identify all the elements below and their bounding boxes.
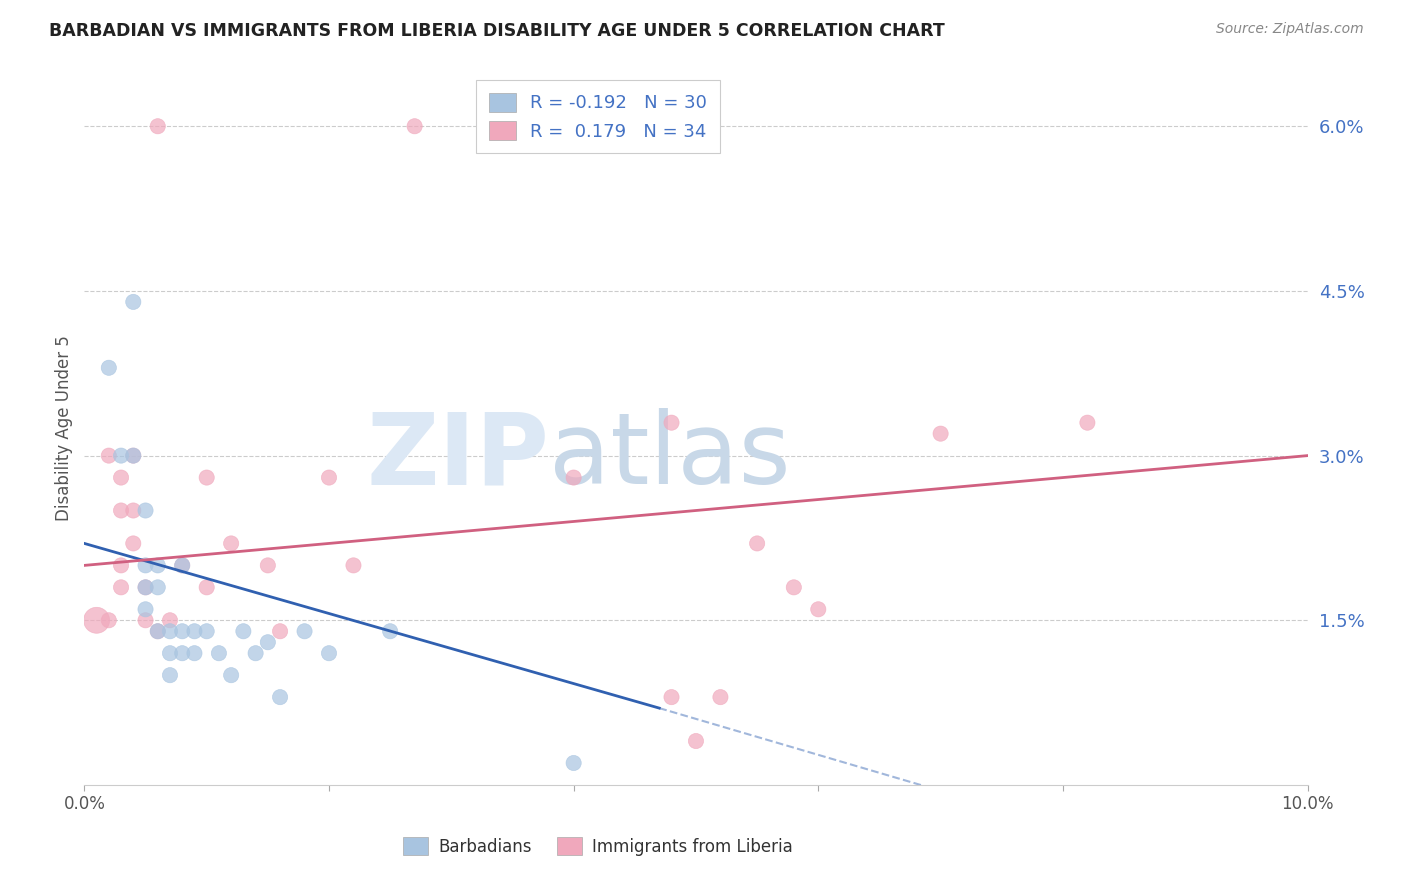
Point bbox=[562, 470, 585, 484]
Point bbox=[245, 646, 267, 660]
Point bbox=[97, 449, 120, 463]
Point bbox=[183, 646, 205, 660]
Point bbox=[159, 624, 181, 639]
Point bbox=[747, 536, 769, 550]
Text: BARBADIAN VS IMMIGRANTS FROM LIBERIA DISABILITY AGE UNDER 5 CORRELATION CHART: BARBADIAN VS IMMIGRANTS FROM LIBERIA DIS… bbox=[49, 22, 945, 40]
Point bbox=[929, 426, 952, 441]
Point bbox=[1076, 416, 1098, 430]
Point bbox=[172, 646, 194, 660]
Point bbox=[110, 449, 132, 463]
Point bbox=[110, 503, 132, 517]
Point bbox=[342, 558, 364, 573]
Point bbox=[122, 294, 145, 309]
Point bbox=[318, 470, 340, 484]
Point bbox=[257, 635, 280, 649]
Point bbox=[110, 580, 132, 594]
Legend: Barbadians, Immigrants from Liberia: Barbadians, Immigrants from Liberia bbox=[396, 830, 800, 863]
Point bbox=[685, 734, 707, 748]
Point bbox=[294, 624, 316, 639]
Point bbox=[232, 624, 254, 639]
Point bbox=[159, 613, 181, 627]
Point bbox=[257, 558, 280, 573]
Point bbox=[318, 646, 340, 660]
Point bbox=[122, 449, 145, 463]
Point bbox=[135, 580, 157, 594]
Point bbox=[219, 536, 242, 550]
Point bbox=[159, 646, 181, 660]
Point bbox=[122, 449, 145, 463]
Point bbox=[380, 624, 402, 639]
Point bbox=[195, 624, 218, 639]
Point bbox=[122, 536, 145, 550]
Point bbox=[195, 470, 218, 484]
Point bbox=[404, 120, 426, 134]
Point bbox=[135, 558, 157, 573]
Point bbox=[110, 470, 132, 484]
Point bbox=[783, 580, 806, 594]
Point bbox=[172, 558, 194, 573]
Point bbox=[219, 668, 242, 682]
Point bbox=[172, 558, 194, 573]
Point bbox=[97, 613, 120, 627]
Point bbox=[709, 690, 731, 705]
Point bbox=[146, 580, 169, 594]
Point bbox=[183, 624, 205, 639]
Point bbox=[172, 624, 194, 639]
Point bbox=[135, 602, 157, 616]
Point bbox=[269, 690, 291, 705]
Point bbox=[661, 690, 683, 705]
Point bbox=[146, 624, 169, 639]
Point bbox=[146, 624, 169, 639]
Point bbox=[146, 120, 169, 134]
Text: Source: ZipAtlas.com: Source: ZipAtlas.com bbox=[1216, 22, 1364, 37]
Point bbox=[97, 360, 120, 375]
Point bbox=[135, 613, 157, 627]
Point bbox=[208, 646, 231, 660]
Point bbox=[661, 416, 683, 430]
Point bbox=[562, 756, 585, 770]
Text: ZIP: ZIP bbox=[367, 409, 550, 505]
Point bbox=[86, 613, 108, 627]
Point bbox=[159, 668, 181, 682]
Point bbox=[135, 580, 157, 594]
Point bbox=[195, 580, 218, 594]
Y-axis label: Disability Age Under 5: Disability Age Under 5 bbox=[55, 335, 73, 521]
Point bbox=[110, 558, 132, 573]
Point bbox=[146, 558, 169, 573]
Point bbox=[269, 624, 291, 639]
Point bbox=[122, 503, 145, 517]
Point bbox=[135, 503, 157, 517]
Point bbox=[807, 602, 830, 616]
Text: atlas: atlas bbox=[550, 409, 790, 505]
